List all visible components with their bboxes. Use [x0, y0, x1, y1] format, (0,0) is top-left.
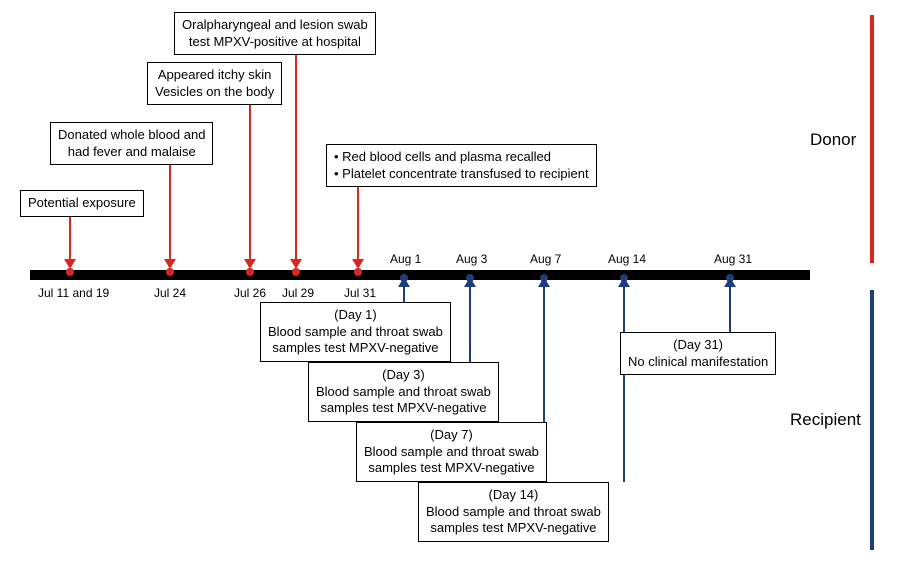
donor_events-arrow-head	[64, 259, 76, 269]
recipient_events-arrow-line	[623, 285, 625, 482]
donor_events-event-box: Potential exposure	[20, 190, 144, 217]
recipient-label: Recipient	[790, 410, 861, 430]
donor_events-dot	[246, 268, 254, 276]
donor_events-arrow-head	[164, 259, 176, 269]
donor_events-date: Jul 26	[234, 286, 266, 300]
donor_events-arrow-line	[249, 101, 251, 261]
donor_events-event-box: Donated whole blood andhad fever and mal…	[50, 122, 213, 165]
event-line: Blood sample and throat swab	[316, 384, 491, 401]
event-line: • Platelet concentrate transfused to rec…	[334, 166, 589, 183]
event-line: (Day 31)	[628, 337, 768, 354]
recipient_events-arrow-line	[403, 285, 405, 302]
recipient_events-date: Aug 1	[390, 252, 421, 266]
event-line: (Day 14)	[426, 487, 601, 504]
event-line: samples test MPXV-negative	[268, 340, 443, 357]
event-line: samples test MPXV-negative	[316, 400, 491, 417]
recipient_events-event-box: (Day 31)No clinical manifestation	[620, 332, 776, 375]
recipient_events-event-box: (Day 3)Blood sample and throat swabsampl…	[308, 362, 499, 422]
event-line: samples test MPXV-negative	[426, 520, 601, 537]
event-line: had fever and malaise	[58, 144, 205, 161]
recipient-bar	[870, 290, 874, 550]
recipient_events-event-box: (Day 14)Blood sample and throat swabsamp…	[418, 482, 609, 542]
recipient_events-date: Aug 14	[608, 252, 646, 266]
recipient_events-arrow-head	[398, 277, 410, 287]
event-line: Blood sample and throat swab	[364, 444, 539, 461]
donor_events-arrow-line	[169, 161, 171, 261]
event-line: test MPXV-positive at hospital	[182, 34, 368, 51]
recipient_events-event-box: (Day 7)Blood sample and throat swabsampl…	[356, 422, 547, 482]
donor_events-arrow-head	[352, 259, 364, 269]
donor_events-event-box: Oralpharyngeal and lesion swabtest MPXV-…	[174, 12, 376, 55]
event-line: No clinical manifestation	[628, 354, 768, 371]
recipient_events-arrow-head	[538, 277, 550, 287]
donor_events-dot	[166, 268, 174, 276]
event-line: samples test MPXV-negative	[364, 460, 539, 477]
event-line: (Day 1)	[268, 307, 443, 324]
event-line: Donated whole blood and	[58, 127, 205, 144]
recipient_events-arrow-line	[469, 285, 471, 362]
recipient_events-arrow-head	[464, 277, 476, 287]
event-line: Oralpharyngeal and lesion swab	[182, 17, 368, 34]
event-line: (Day 7)	[364, 427, 539, 444]
donor_events-arrow-line	[69, 212, 71, 261]
event-line: Potential exposure	[28, 195, 136, 212]
recipient_events-arrow-line	[543, 285, 545, 422]
recipient_events-date: Aug 3	[456, 252, 487, 266]
donor-label: Donor	[810, 130, 856, 150]
donor_events-date: Jul 24	[154, 286, 186, 300]
donor_events-dot	[354, 268, 362, 276]
event-line: Appeared itchy skin	[155, 67, 274, 84]
event-line: Blood sample and throat swab	[268, 324, 443, 341]
recipient_events-arrow-line	[729, 285, 731, 332]
donor-bar	[870, 15, 874, 263]
donor_events-dot	[66, 268, 74, 276]
event-line: Blood sample and throat swab	[426, 504, 601, 521]
recipient_events-date: Aug 31	[714, 252, 752, 266]
donor_events-date: Jul 31	[344, 286, 376, 300]
timeline-bar	[30, 270, 810, 280]
donor_events-arrow-head	[290, 259, 302, 269]
donor_events-arrow-line	[357, 183, 359, 261]
event-line: Vesicles on the body	[155, 84, 274, 101]
donor_events-dot	[292, 268, 300, 276]
recipient_events-arrow-head	[618, 277, 630, 287]
recipient_events-event-box: (Day 1)Blood sample and throat swabsampl…	[260, 302, 451, 362]
event-line: (Day 3)	[316, 367, 491, 384]
donor_events-date: Jul 11 and 19	[38, 286, 109, 300]
donor_events-event-box: • Red blood cells and plasma recalled• P…	[326, 144, 597, 187]
donor_events-event-box: Appeared itchy skinVesicles on the body	[147, 62, 282, 105]
event-line: • Red blood cells and plasma recalled	[334, 149, 589, 166]
donor_events-date: Jul 29	[282, 286, 314, 300]
donor_events-arrow-line	[295, 51, 297, 261]
recipient_events-date: Aug 7	[530, 252, 561, 266]
recipient_events-arrow-head	[724, 277, 736, 287]
donor_events-arrow-head	[244, 259, 256, 269]
